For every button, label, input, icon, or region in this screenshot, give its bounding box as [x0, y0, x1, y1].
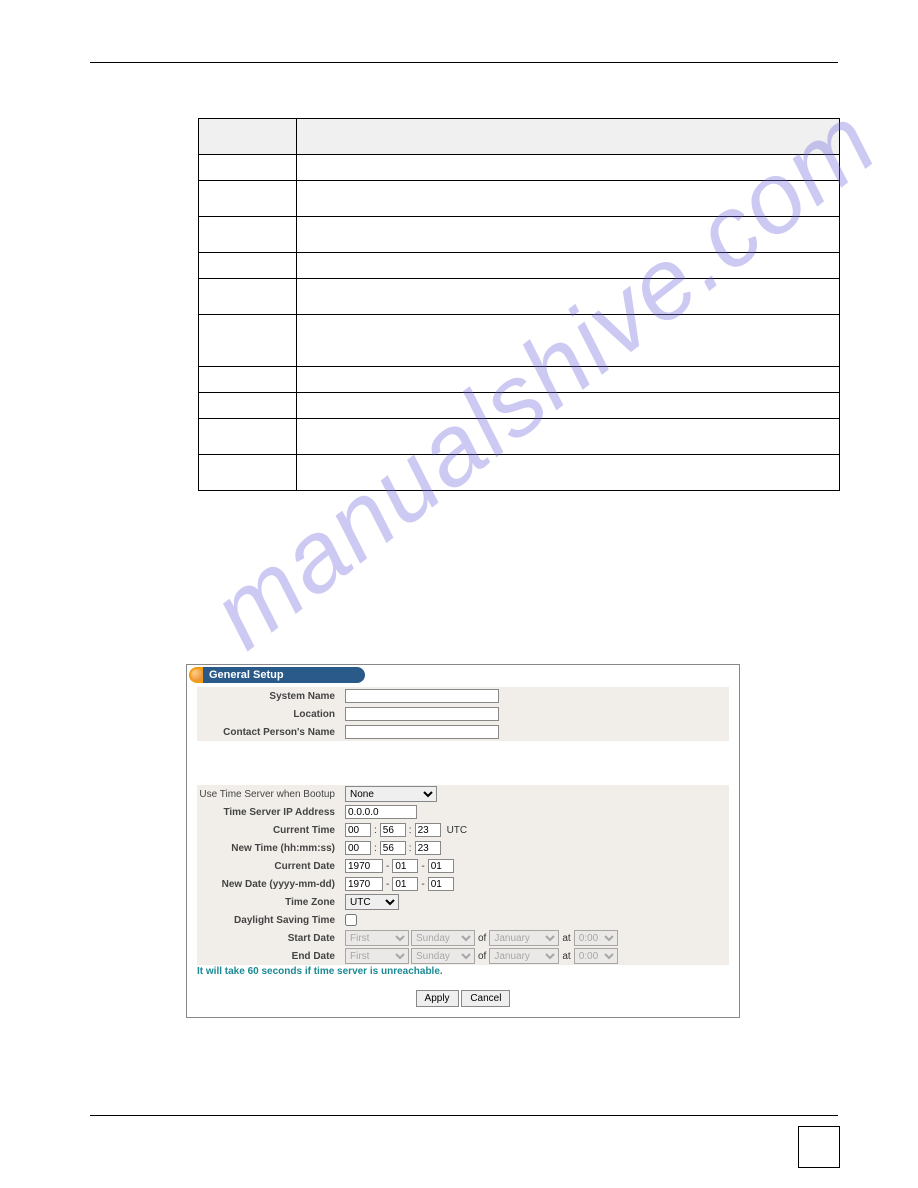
- new-date-d[interactable]: [428, 877, 454, 891]
- timezone-select[interactable]: UTC: [345, 894, 399, 910]
- apply-button[interactable]: Apply: [416, 990, 459, 1007]
- page-bottom-rule: [90, 1115, 838, 1116]
- time-server-ip-input[interactable]: [345, 805, 417, 819]
- table-row: [199, 455, 840, 491]
- page-number-box: [798, 1126, 840, 1168]
- label-contact: Contact Person's Name: [197, 727, 345, 738]
- of-label: of: [478, 933, 486, 944]
- of-label: of: [478, 951, 486, 962]
- row-new-date: New Date (yyyy-mm-dd) - -: [197, 875, 729, 893]
- current-time-h[interactable]: [345, 823, 371, 837]
- current-time-s[interactable]: [415, 823, 441, 837]
- info-table: [198, 118, 840, 491]
- label-use-time-server: Use Time Server when Bootup: [197, 789, 345, 800]
- new-time-s[interactable]: [415, 841, 441, 855]
- table-header-cell: [297, 119, 840, 155]
- row-end-date: End Date First Sunday of January at 0:00: [197, 947, 729, 965]
- utc-label: UTC: [447, 825, 468, 836]
- current-date-y[interactable]: [345, 859, 383, 873]
- sep: -: [386, 861, 389, 872]
- dst-checkbox[interactable]: [345, 914, 357, 926]
- row-timezone: Time Zone UTC: [197, 893, 729, 911]
- page-top-rule: [90, 62, 838, 63]
- start-day-select: Sunday: [411, 930, 475, 946]
- general-setup-panel: General Setup System Name Location Conta…: [186, 664, 740, 1018]
- spacer: [197, 763, 729, 785]
- system-name-input[interactable]: [345, 689, 499, 703]
- current-time-m[interactable]: [380, 823, 406, 837]
- table-row: [199, 253, 840, 279]
- table-row: [199, 217, 840, 253]
- time-server-select[interactable]: None: [345, 786, 437, 802]
- table-header-cell: [199, 119, 297, 155]
- contact-input[interactable]: [345, 725, 499, 739]
- start-ord-select: First: [345, 930, 409, 946]
- row-current-time: Current Time : : UTC: [197, 821, 729, 839]
- current-date-m[interactable]: [392, 859, 418, 873]
- unreachable-note: It will take 60 seconds if time server i…: [197, 966, 443, 977]
- at-label: at: [562, 951, 570, 962]
- info-table-region: [198, 118, 840, 491]
- spacer: [197, 741, 729, 763]
- label-current-time: Current Time: [197, 825, 345, 836]
- row-dst: Daylight Saving Time: [197, 911, 729, 929]
- table-row: [199, 393, 840, 419]
- label-timezone: Time Zone: [197, 897, 345, 908]
- at-label: at: [562, 933, 570, 944]
- table-header-row: [199, 119, 840, 155]
- sep: -: [421, 861, 424, 872]
- new-time-m[interactable]: [380, 841, 406, 855]
- sep: -: [386, 879, 389, 890]
- new-time-h[interactable]: [345, 841, 371, 855]
- sep: :: [374, 825, 377, 836]
- row-location: Location: [197, 705, 729, 723]
- label-location: Location: [197, 709, 345, 720]
- new-date-m[interactable]: [392, 877, 418, 891]
- label-system-name: System Name: [197, 691, 345, 702]
- panel-title: General Setup: [209, 669, 284, 681]
- row-new-time: New Time (hh:mm:ss) : :: [197, 839, 729, 857]
- row-start-date: Start Date First Sunday of January at 0:…: [197, 929, 729, 947]
- row-contact: Contact Person's Name: [197, 723, 729, 741]
- label-new-date: New Date (yyyy-mm-dd): [197, 879, 345, 890]
- sep: :: [409, 825, 412, 836]
- label-new-time: New Time (hh:mm:ss): [197, 843, 345, 854]
- end-day-select: Sunday: [411, 948, 475, 964]
- table-row: [199, 181, 840, 217]
- table-row: [199, 315, 840, 367]
- end-ord-select: First: [345, 948, 409, 964]
- end-mon-select: January: [489, 948, 559, 964]
- table-row: [199, 419, 840, 455]
- row-current-date: Current Date - -: [197, 857, 729, 875]
- header-dot-icon: [191, 669, 203, 681]
- label-end-date: End Date: [197, 951, 345, 962]
- row-use-time-server: Use Time Server when Bootup None: [197, 785, 729, 803]
- sep: :: [409, 843, 412, 854]
- panel-header: General Setup: [189, 667, 365, 683]
- table-row: [199, 367, 840, 393]
- row-time-server-ip: Time Server IP Address: [197, 803, 729, 821]
- row-system-name: System Name: [197, 687, 729, 705]
- location-input[interactable]: [345, 707, 499, 721]
- end-time-select: 0:00: [574, 948, 618, 964]
- label-current-date: Current Date: [197, 861, 345, 872]
- label-time-server-ip: Time Server IP Address: [197, 807, 345, 818]
- panel-body: System Name Location Contact Person's Na…: [197, 687, 729, 965]
- sep: -: [421, 879, 424, 890]
- button-row: Apply Cancel: [187, 990, 739, 1007]
- sep: :: [374, 843, 377, 854]
- start-mon-select: January: [489, 930, 559, 946]
- label-dst: Daylight Saving Time: [197, 915, 345, 926]
- start-time-select: 0:00: [574, 930, 618, 946]
- table-row: [199, 155, 840, 181]
- table-row: [199, 279, 840, 315]
- new-date-y[interactable]: [345, 877, 383, 891]
- label-start-date: Start Date: [197, 933, 345, 944]
- current-date-d[interactable]: [428, 859, 454, 873]
- cancel-button[interactable]: Cancel: [461, 990, 510, 1007]
